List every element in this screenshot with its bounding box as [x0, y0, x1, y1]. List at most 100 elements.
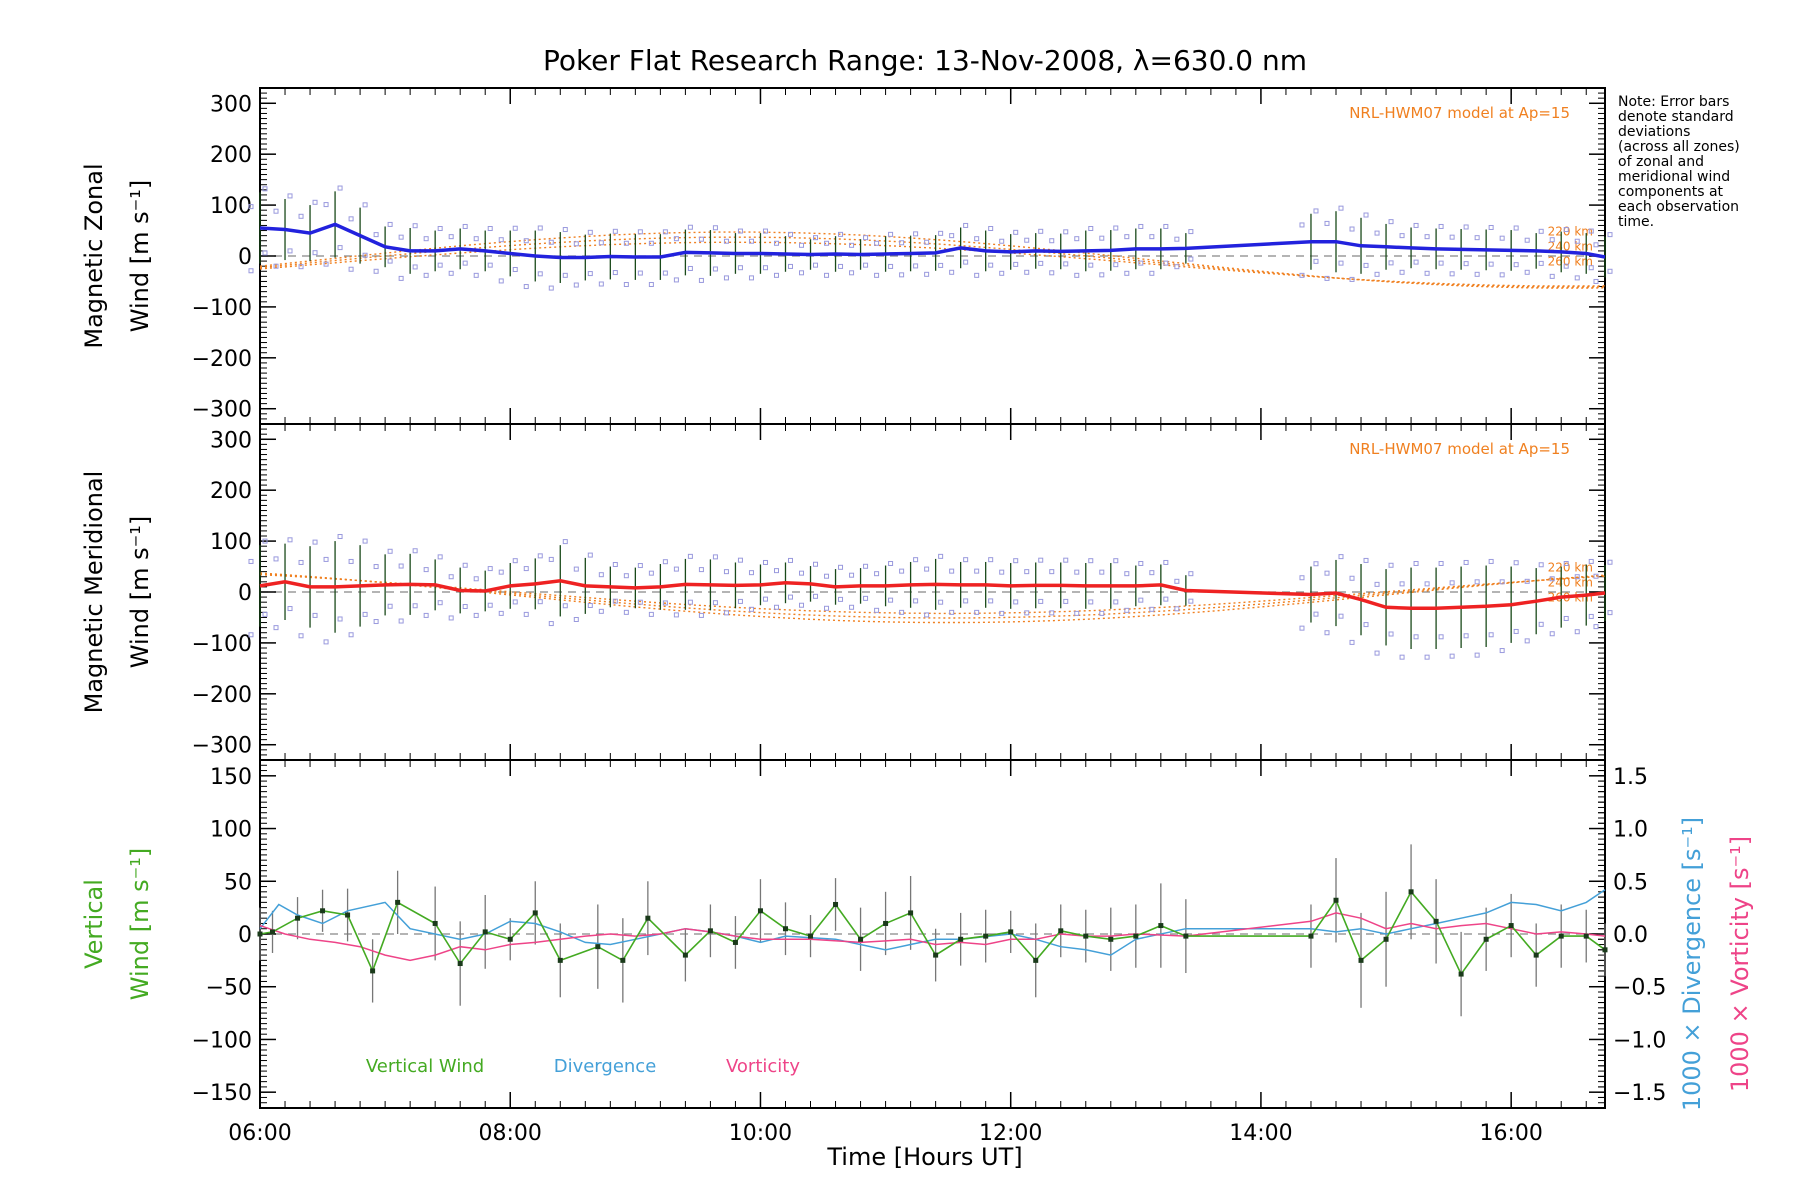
zone-point: [387, 258, 393, 264]
zone-point: [1538, 621, 1544, 627]
model-altitude-label: 240 km: [1548, 576, 1593, 590]
x-tick-label: 16:00: [1479, 1121, 1542, 1146]
zone-point: [999, 610, 1005, 616]
y-tick-label: −100: [192, 632, 252, 657]
zone-point: [1563, 263, 1569, 269]
zone-point: [1174, 578, 1180, 584]
zone-point: [337, 616, 343, 622]
zone-point: [473, 272, 479, 278]
zone-point: [1388, 219, 1394, 225]
zone-point: [1313, 611, 1319, 617]
zone-point: [487, 566, 493, 572]
zone-point: [813, 262, 819, 268]
zone-point: [323, 639, 329, 645]
zone-point: [598, 281, 604, 287]
zone-point: [337, 245, 343, 251]
zone-point: [562, 227, 568, 233]
zone-point: [362, 202, 368, 208]
zone-point: [473, 612, 479, 618]
zone-point: [1099, 235, 1105, 241]
note-line: of zonal and: [1618, 154, 1704, 170]
zone-point: [863, 235, 869, 241]
zone-point: [1513, 628, 1519, 634]
zone-point: [673, 612, 679, 618]
zone-point: [712, 266, 718, 272]
zone-point: [1449, 234, 1455, 240]
zone-point: [698, 567, 704, 573]
zone-point: [1438, 560, 1444, 566]
zone-point: [1399, 233, 1405, 239]
model-curve: [259, 573, 1606, 619]
zone-point: [273, 263, 279, 269]
zone-point: [548, 239, 554, 245]
note-line: Note: Error bars: [1618, 94, 1730, 110]
zone-point: [813, 593, 819, 599]
zone-point: [974, 609, 980, 615]
zone-point: [1588, 558, 1594, 564]
zone-point: [1313, 561, 1319, 567]
zone-point: [423, 272, 429, 278]
zone-point: [1388, 631, 1394, 637]
zone-point: [287, 606, 293, 612]
vertical-wind-point: [1083, 933, 1089, 939]
model-curve: [259, 236, 1606, 288]
zone-point: [487, 262, 493, 268]
zone-point: [623, 282, 629, 288]
zone-point: [1174, 606, 1180, 612]
zone-point: [988, 557, 994, 563]
vertical-wind-point: [532, 910, 538, 916]
zone-point: [587, 271, 593, 277]
zone-point: [398, 234, 404, 240]
zone-point: [487, 226, 493, 232]
vertical-wind-point: [1558, 933, 1564, 939]
zone-point: [473, 576, 479, 582]
zone-point: [562, 603, 568, 609]
vertical-wind-point: [833, 901, 839, 907]
zone-point: [362, 611, 368, 617]
zone-point: [298, 633, 304, 639]
zone-point: [963, 557, 969, 563]
zone-point: [1607, 610, 1613, 616]
zone-point: [1474, 652, 1480, 658]
zone-point: [598, 240, 604, 246]
zone-point: [462, 562, 468, 568]
zone-point: [1313, 208, 1319, 214]
zone-point: [323, 202, 329, 208]
zone-point: [799, 570, 805, 576]
y-tick-label: 0: [238, 923, 252, 948]
vertical-wind-point: [320, 908, 326, 914]
vertical-wind-point: [345, 912, 351, 918]
zone-point: [1349, 226, 1355, 232]
zone-point: [437, 262, 443, 268]
zone-point: [1424, 234, 1430, 240]
zone-point: [999, 569, 1005, 575]
zone-point: [1113, 225, 1119, 231]
zone-point: [512, 599, 518, 605]
zone-point: [712, 225, 718, 231]
zone-point: [398, 275, 404, 281]
zone-point: [874, 607, 880, 613]
zone-point: [712, 600, 718, 606]
zone-point: [648, 240, 654, 246]
legend-entry: Vorticity: [726, 1056, 800, 1077]
zone-point: [1074, 610, 1080, 616]
zone-point: [623, 609, 629, 615]
zone-point: [1399, 654, 1405, 660]
x-tick-label: 08:00: [479, 1121, 542, 1146]
zone-point: [1593, 242, 1599, 248]
zone-point: [974, 236, 980, 242]
zone-point: [387, 603, 393, 609]
zone-point: [462, 260, 468, 266]
zone-point: [523, 566, 529, 572]
zone-point: [1499, 272, 1505, 278]
zone-point: [1349, 639, 1355, 645]
note-line: deviations: [1618, 124, 1691, 140]
zone-point: [337, 185, 343, 191]
zone-point: [899, 272, 905, 278]
zone-point: [1088, 599, 1094, 605]
note-line: denote standard: [1618, 109, 1734, 125]
zone-point: [874, 571, 880, 577]
zone-point: [1588, 228, 1594, 234]
model-altitude-label: 260 km: [1548, 255, 1593, 269]
zone-point: [938, 599, 944, 605]
